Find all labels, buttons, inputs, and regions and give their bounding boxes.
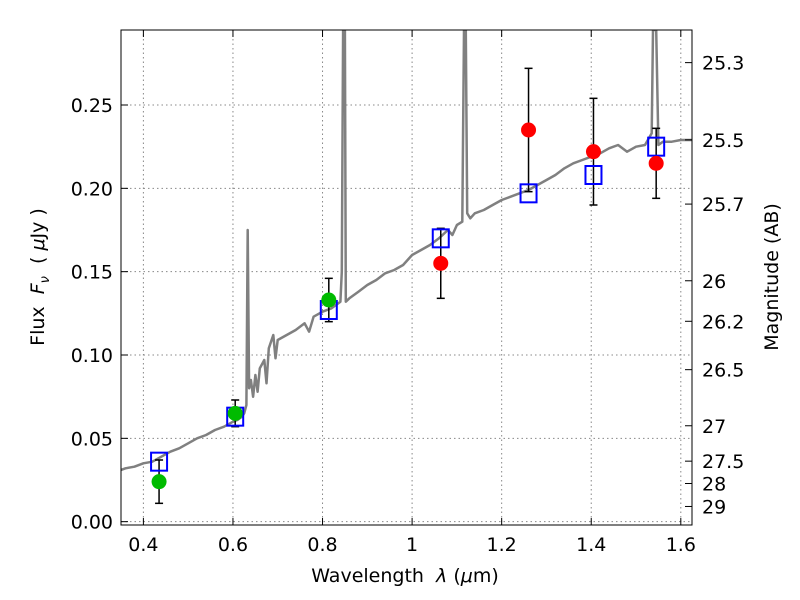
model-flux-square	[431, 228, 450, 249]
x-tick-label: 1.4	[576, 534, 606, 556]
axis-ticks: 0.4 0.6 0.8 1 1.2 1.4 1.6 0.00 0.05 0.10 0.15 0.20 0…	[71, 30, 744, 556]
x-tick-label: 1	[406, 534, 418, 556]
x-tick-label: 0.8	[307, 534, 337, 556]
model-flux-square	[519, 183, 538, 204]
magnitude-tick-label: 27.5	[702, 451, 744, 473]
red-data-point	[648, 155, 664, 171]
y-tick-label: 0.20	[71, 178, 113, 200]
magnitude-tick-label: 25.5	[702, 130, 744, 152]
y-tick-label: 0.10	[71, 345, 113, 367]
data-markers	[150, 67, 666, 505]
plot-frame	[120, 29, 693, 526]
red-data-point	[521, 122, 537, 138]
y-tick-label: 0.25	[71, 95, 113, 117]
x-tick-label: 0.6	[218, 534, 248, 556]
red-data-point	[585, 144, 601, 160]
green-data-point	[227, 405, 243, 421]
magnitude-tick-label: 26	[702, 271, 726, 293]
red-data-point	[433, 255, 449, 271]
model-flux-square	[584, 165, 603, 185]
x-axis-label: Wavelength λ (μm)	[311, 565, 499, 587]
y-axis-label: Flux Fν ( μJy )	[27, 208, 53, 346]
magnitude-tick-label: 27	[702, 416, 726, 438]
y-tick-label: 0.00	[71, 512, 113, 534]
magnitude-tick-label: 25.3	[702, 53, 744, 75]
x-tick-label: 0.4	[128, 534, 158, 556]
y-tick-label: 0.05	[71, 428, 113, 450]
model-spectrum-line	[121, 30, 692, 472]
x-tick-label: 1.6	[666, 534, 696, 556]
x-tick-label: 1.2	[487, 534, 517, 556]
model-flux-square	[647, 136, 666, 157]
y-axis-right-label: Magnitude (AB)	[761, 203, 783, 351]
y-tick-label: 0.15	[71, 262, 113, 284]
magnitude-tick-label: 26.2	[702, 311, 744, 333]
green-data-point	[151, 474, 167, 490]
magnitude-tick-label: 26.5	[702, 360, 744, 382]
magnitude-tick-label: 25.7	[702, 194, 744, 216]
magnitude-tick-label: 29	[702, 496, 726, 518]
green-data-point	[321, 292, 337, 308]
grid-lines	[121, 30, 692, 525]
model-spectrum	[121, 30, 692, 472]
magnitude-tick-label: 28	[702, 473, 726, 495]
model-flux-square	[150, 451, 169, 472]
